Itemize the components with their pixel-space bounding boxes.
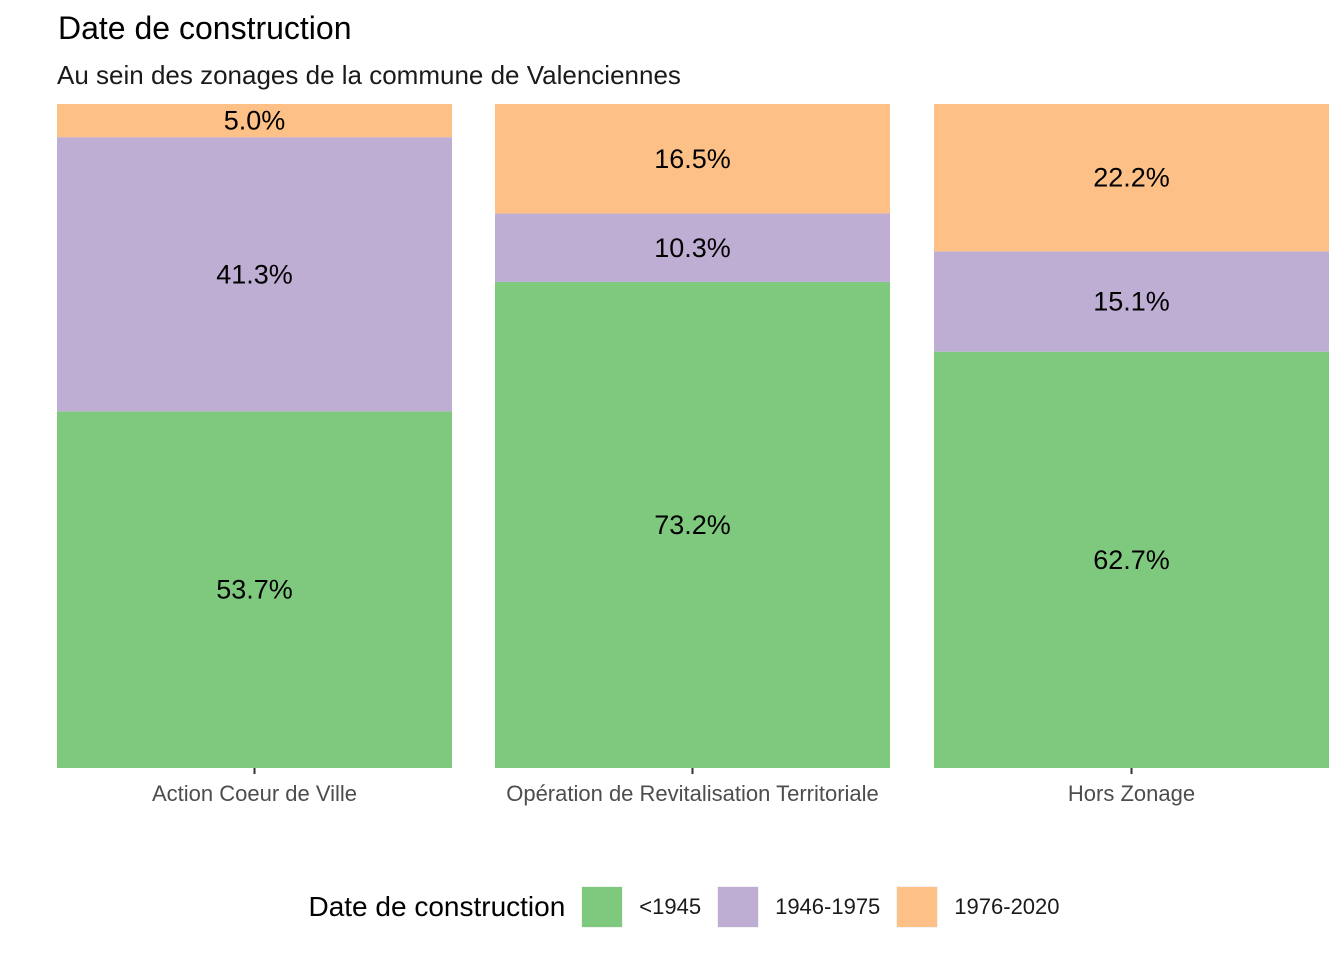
legend-item-before-1945: <1945 bbox=[581, 886, 701, 928]
stacked-bar-chart: 53.7% 41.3% 5.0% Action Coeur de Ville 73.2%… bbox=[57, 104, 1329, 806]
data-label-before-1945-1: 73.2% bbox=[654, 510, 731, 540]
chart-subtitle: Au sein des zonages de la commune de Val… bbox=[57, 60, 681, 90]
legend: Date de construction <1945 1946-1975 197… bbox=[0, 884, 1344, 930]
data-label-1946-1975-2: 15.1% bbox=[1093, 287, 1170, 317]
legend-item-1976-2020: 1976-2020 bbox=[896, 886, 1060, 928]
chart-title: Date de construction bbox=[58, 10, 352, 46]
bar-1976-2020-2 bbox=[934, 104, 1329, 252]
legend-title: Date de construction bbox=[308, 891, 566, 922]
x-tick-label-0: Action Coeur de Ville bbox=[152, 781, 357, 806]
legend-label-1946-1975: 1946-1975 bbox=[775, 894, 881, 919]
bar-group-0: 53.7% 41.3% 5.0% bbox=[57, 104, 452, 768]
bar-1946-1975-2 bbox=[934, 251, 1329, 352]
data-label-1976-2020-2: 22.2% bbox=[1093, 163, 1170, 193]
data-label-1946-1975-0: 41.3% bbox=[216, 259, 293, 289]
bar-1946-1975-0 bbox=[57, 137, 452, 412]
data-label-before-1945-0: 53.7% bbox=[216, 575, 293, 605]
data-label-1976-2020-1: 16.5% bbox=[654, 144, 731, 174]
bar-before-1945-2 bbox=[934, 351, 1329, 768]
legend-label-before-1945: <1945 bbox=[639, 894, 702, 919]
bar-group-2: 62.7% 15.1% 22.2% bbox=[934, 104, 1329, 768]
bar-1976-2020-0 bbox=[57, 104, 452, 138]
data-label-1976-2020-0: 5.0% bbox=[224, 106, 286, 136]
legend-item-1946-1975: 1946-1975 bbox=[717, 886, 880, 928]
data-label-before-1945-2: 62.7% bbox=[1093, 545, 1170, 575]
bar-group-1: 73.2% 10.3% 16.5% bbox=[495, 104, 890, 768]
bar-before-1945-1 bbox=[495, 281, 890, 768]
x-tick-label-1: Opération de Revitalisation Territoriale bbox=[506, 781, 879, 806]
bar-1976-2020-1 bbox=[495, 104, 890, 214]
legend-swatch-1946-1975 bbox=[717, 886, 760, 928]
bar-1946-1975-1 bbox=[495, 213, 890, 282]
legend-swatch-1976-2020 bbox=[896, 886, 939, 928]
bar-before-1945-0 bbox=[57, 411, 452, 768]
legend-label-1976-2020: 1976-2020 bbox=[954, 894, 1060, 919]
x-tick-label-2: Hors Zonage bbox=[1068, 781, 1195, 806]
data-label-1946-1975-1: 10.3% bbox=[654, 233, 731, 263]
legend-swatch-before-1945 bbox=[581, 886, 624, 928]
